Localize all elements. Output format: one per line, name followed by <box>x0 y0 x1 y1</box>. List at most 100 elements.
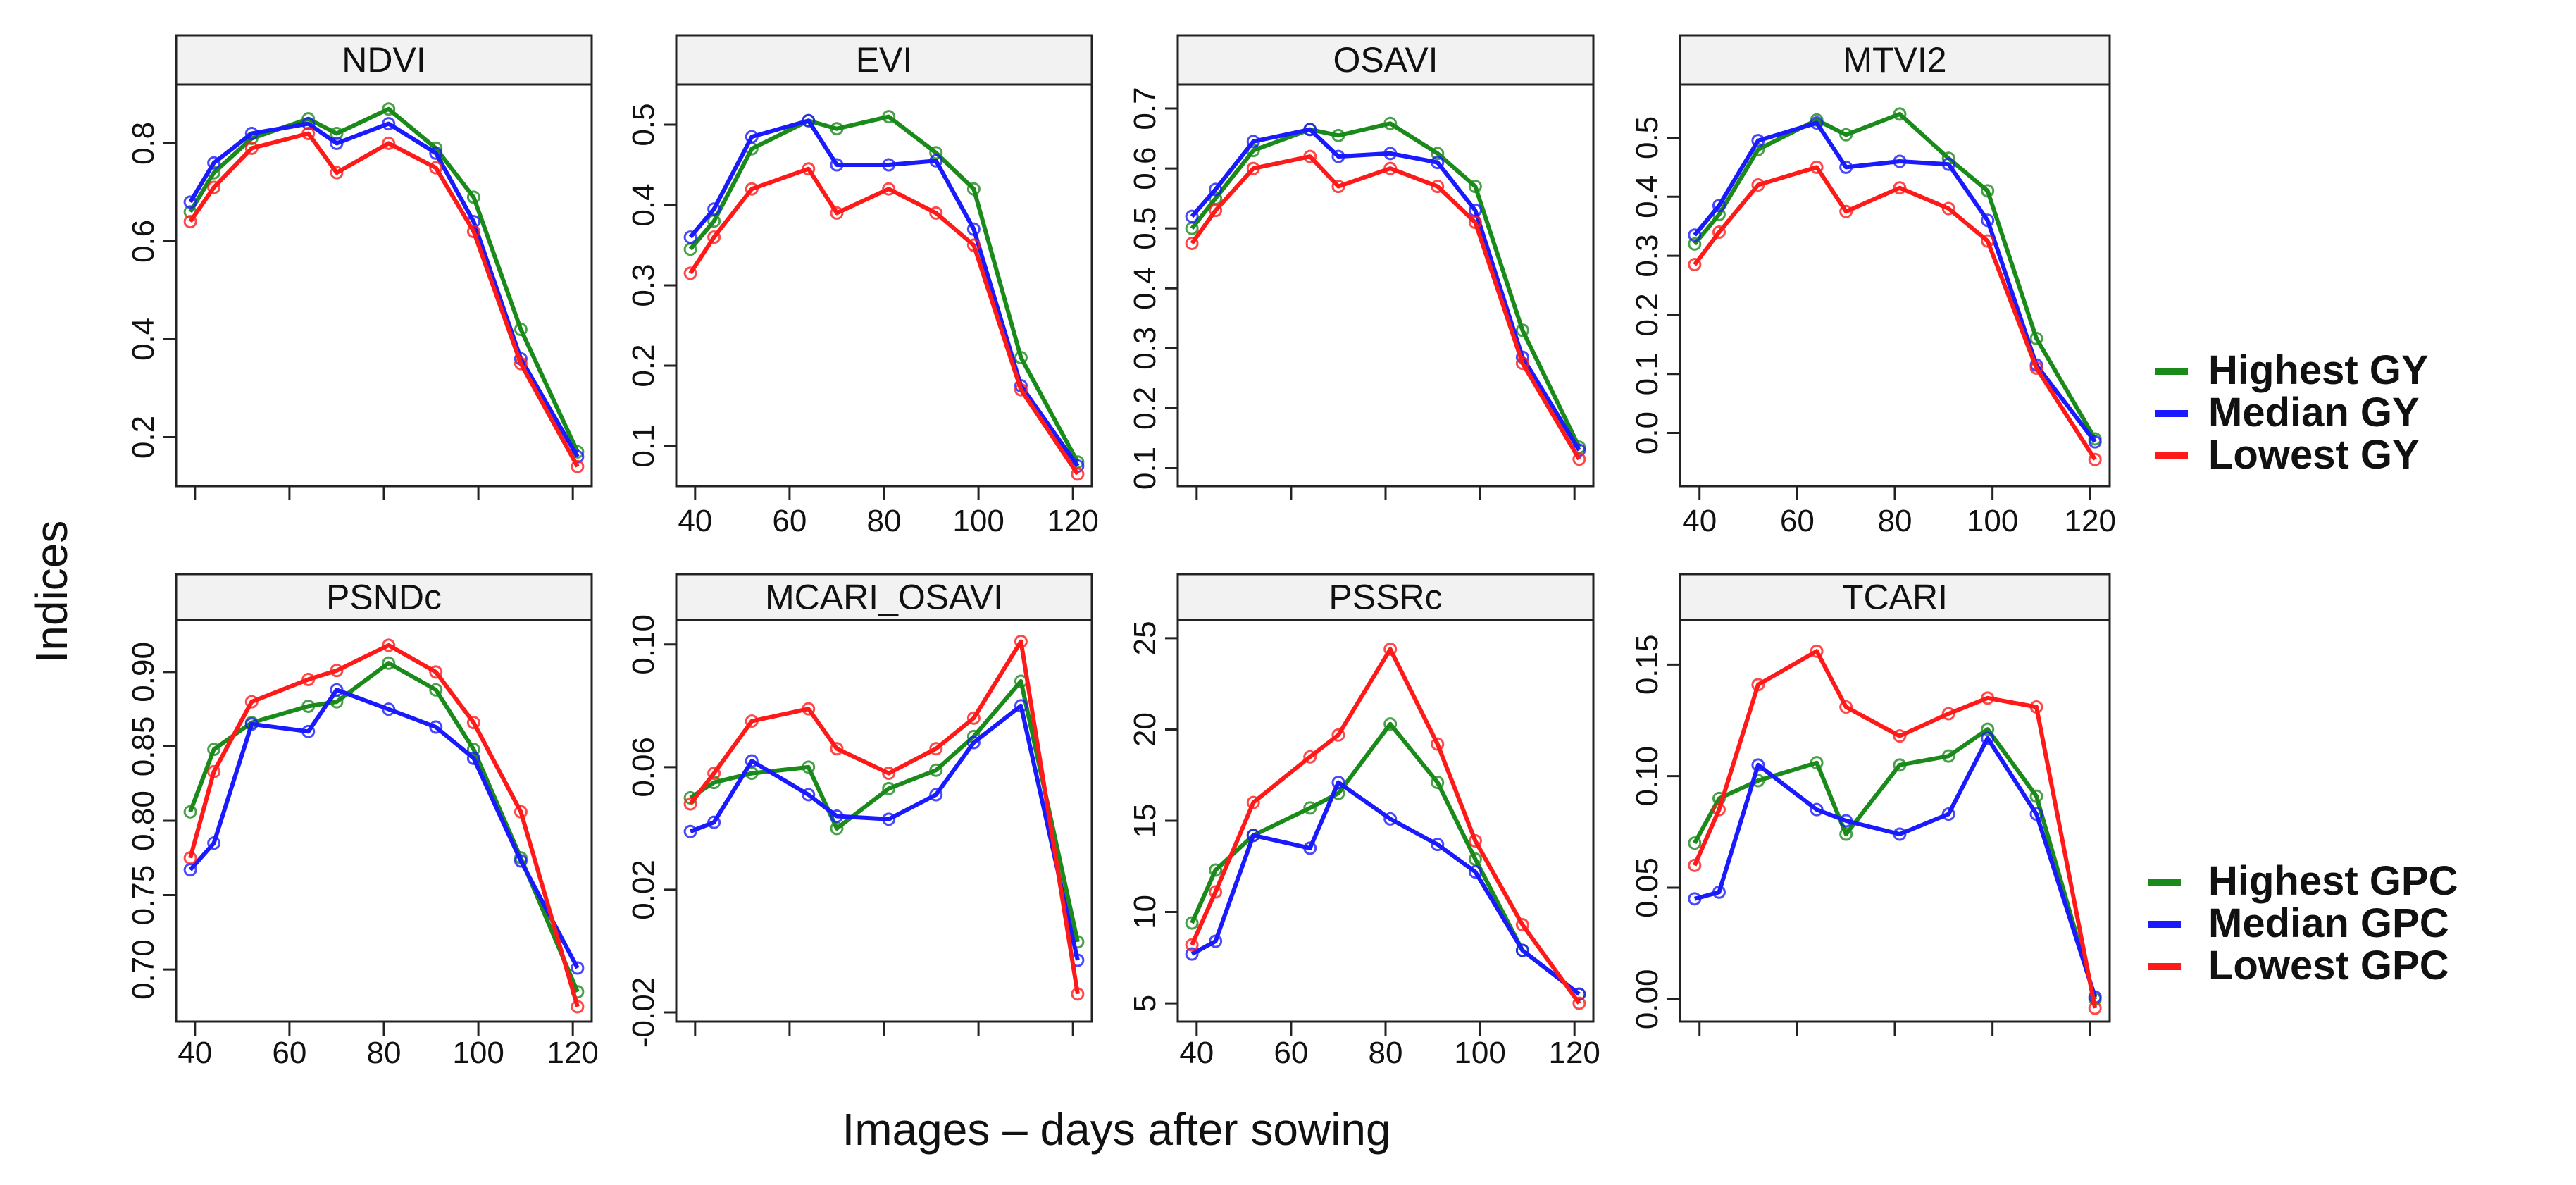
panel-title: NDVI <box>342 40 425 80</box>
y-tick-label: 0.90 <box>126 642 161 702</box>
data-point <box>1941 157 1955 171</box>
data-point <box>330 127 344 141</box>
y-tick-label: 0.7 <box>1128 87 1162 130</box>
panel-pssrc: PSSRc 5 10 15 20 25 40 60 80 100 120 <box>1128 573 1600 1070</box>
data-point <box>571 1000 585 1014</box>
data-point <box>929 788 943 802</box>
y-tick-label: 0.4 <box>626 183 661 226</box>
data-point <box>301 127 316 141</box>
data-point <box>1331 149 1345 163</box>
data-point <box>1246 161 1260 175</box>
data-point <box>745 754 759 768</box>
panel-strip <box>1679 34 2111 86</box>
y-tick-label: 0.02 <box>626 860 661 920</box>
data-point <box>882 110 896 124</box>
data-point <box>683 797 697 811</box>
series-line-highest-gpc <box>689 679 1080 943</box>
panel-mtvi2: MTVI2 0.0 0.1 0.2 0.3 0.4 0.5 40 60 80 100 120 <box>1630 34 2116 538</box>
panel-ndvi: NDVI 0.2 0.4 0.6 0.8 <box>126 34 593 500</box>
data-point <box>429 665 443 679</box>
data-point <box>1468 852 1482 866</box>
data-point <box>1981 731 1995 745</box>
data-point <box>207 180 221 194</box>
data-point <box>183 851 197 865</box>
data-point <box>2088 435 2102 449</box>
panel-title: MTVI2 <box>1843 40 1946 80</box>
y-axis-title: Indices <box>26 521 77 664</box>
data-point <box>1839 827 1853 841</box>
data-point <box>1303 801 1317 815</box>
data-point <box>1893 181 1907 195</box>
x-tick-label: 40 <box>178 1036 212 1070</box>
panel-strip <box>175 34 593 86</box>
data-point <box>830 122 844 136</box>
y-tick-label: 0.1 <box>1630 352 1665 395</box>
data-point <box>830 809 844 823</box>
data-point <box>1185 938 1199 952</box>
x-tick-label: 60 <box>772 504 807 538</box>
data-point <box>466 751 480 765</box>
x-tick-label: 60 <box>1274 1036 1308 1070</box>
data-point <box>882 158 896 172</box>
data-point <box>1071 467 1085 481</box>
plot-frame <box>175 619 593 1023</box>
data-point <box>707 202 721 216</box>
data-point <box>1431 180 1445 194</box>
data-point <box>1751 678 1765 692</box>
data-point <box>830 742 844 756</box>
x-tick-label: 80 <box>867 504 902 538</box>
series-line-lowest-gpc <box>688 639 1080 995</box>
panel-title: PSNDc <box>326 578 442 617</box>
data-point <box>929 154 943 168</box>
data-point <box>1941 749 1955 763</box>
data-point <box>1515 356 1529 371</box>
panel-title: OSAVI <box>1333 40 1438 80</box>
data-point <box>382 136 396 150</box>
data-point <box>1893 729 1907 743</box>
y-tick-label: 0.15 <box>1630 635 1665 695</box>
series-line-highest-gy <box>1190 121 1581 449</box>
data-point <box>830 206 844 220</box>
data-point <box>1431 147 1445 161</box>
data-point <box>1303 123 1317 137</box>
x-tick-label: 120 <box>1548 1036 1600 1070</box>
data-point <box>929 146 943 160</box>
x-tick-label: 60 <box>1780 504 1815 538</box>
data-point <box>929 206 943 220</box>
data-point <box>466 743 480 757</box>
panel-title: PSSRc <box>1329 578 1442 617</box>
y-tick-label: 0.85 <box>126 716 161 777</box>
panel-title: TCARI <box>1842 578 1948 617</box>
data-point <box>1383 717 1398 731</box>
data-point <box>802 162 816 176</box>
panel-osavi: OSAVI 0.1 0.2 0.3 0.4 0.5 0.6 0.7 <box>1128 34 1595 500</box>
data-point <box>1071 987 1085 1001</box>
y-tick-label: 0.6 <box>1128 147 1162 190</box>
series-line-lowest-gpc <box>1693 649 2098 1009</box>
data-point <box>514 854 528 868</box>
series-line-median-gpc <box>188 688 580 969</box>
plot-frame <box>1176 83 1595 488</box>
data-point <box>1981 184 1995 198</box>
data-point <box>802 113 816 128</box>
data-point <box>1810 802 1824 817</box>
data-point <box>1839 128 1853 142</box>
data-point <box>966 238 981 252</box>
y-tick-label: 5 <box>1128 995 1162 1012</box>
y-tick-label: 0.5 <box>626 103 661 146</box>
data-point <box>1751 758 1765 772</box>
data-point <box>382 702 396 716</box>
data-point <box>1383 812 1398 826</box>
data-point <box>571 445 585 459</box>
data-point <box>830 158 844 172</box>
data-point <box>2029 361 2043 375</box>
y-tick-label: 20 <box>1128 712 1162 747</box>
data-point <box>244 695 259 709</box>
y-tick-label: 0.06 <box>626 737 661 798</box>
series-line-highest-gy <box>188 106 580 453</box>
data-point <box>882 812 896 826</box>
series-line-median-gy <box>188 121 580 458</box>
data-point <box>966 736 981 750</box>
x-tick-label: 120 <box>547 1036 598 1070</box>
data-point <box>1209 885 1223 899</box>
